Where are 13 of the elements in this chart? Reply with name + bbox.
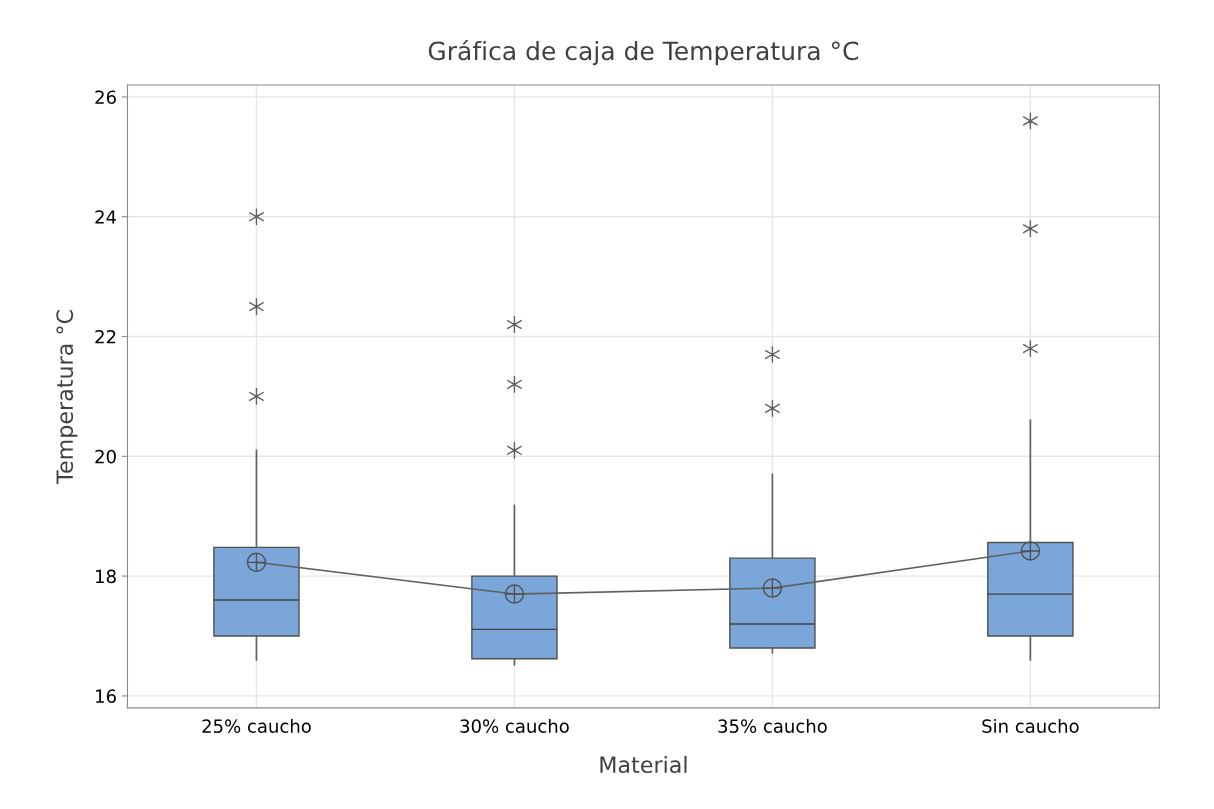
y-tick-label: 16 — [96, 689, 116, 704]
y-tick-label: 22 — [95, 329, 116, 344]
y-axis-title: Temperatura °C — [56, 310, 78, 484]
y-tick-label: 26 — [95, 90, 116, 105]
y-tick-label: 18 — [96, 569, 116, 584]
x-tick-label: 30% caucho — [460, 718, 569, 733]
x-tick-label: 25% caucho — [202, 718, 311, 733]
chart-title: Gráfica de caja de Temperatura °C — [428, 39, 859, 66]
x-tick-label: 35% caucho — [718, 718, 827, 733]
y-tick-label: 20 — [95, 449, 116, 464]
y-tick-label: 24 — [95, 210, 117, 224]
x-tick-label: Sin caucho — [982, 718, 1079, 733]
x-axis-title: Material — [600, 755, 687, 774]
